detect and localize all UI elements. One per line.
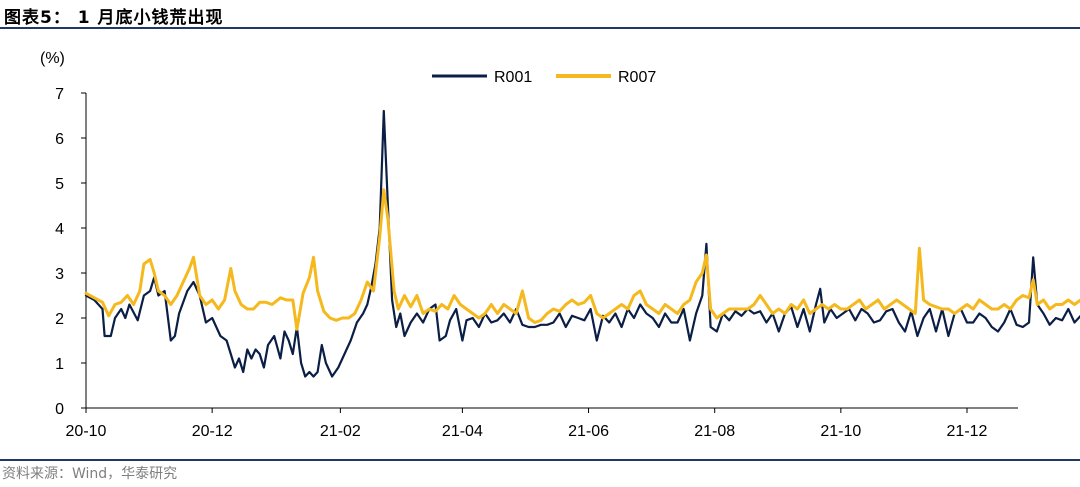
figure-title: 图表5： 1 月底小钱荒出现 bbox=[4, 8, 224, 28]
legend-label-r001: R001 bbox=[494, 69, 532, 86]
y-tick-label: 6 bbox=[55, 131, 64, 148]
series-line-r001 bbox=[84, 109, 1080, 378]
series-line-r007 bbox=[84, 188, 1080, 331]
x-tick-label: 21-06 bbox=[568, 423, 609, 440]
source-note: 资料来源：Wind，华泰研究 bbox=[2, 466, 178, 482]
y-tick-label: 0 bbox=[55, 401, 64, 418]
x-tick-label: 20-10 bbox=[66, 423, 107, 440]
x-tick-label: 21-02 bbox=[320, 423, 361, 440]
x-tick-label: 21-10 bbox=[820, 423, 861, 440]
y-tick-label: 3 bbox=[55, 266, 64, 283]
x-tick-label: 20-12 bbox=[192, 423, 233, 440]
y-tick-label: 7 bbox=[55, 86, 64, 103]
y-tick-label: 1 bbox=[55, 356, 64, 373]
y-tick-label: 2 bbox=[55, 311, 64, 328]
unit-label: (%) bbox=[40, 50, 65, 67]
series-layer bbox=[84, 109, 1080, 378]
source-rule bbox=[0, 459, 1080, 461]
chart-legend: R001 R007 bbox=[432, 69, 656, 86]
legend-label-r007: R007 bbox=[618, 69, 656, 86]
x-tick-label: 21-12 bbox=[947, 423, 988, 440]
y-tick-label: 5 bbox=[55, 176, 64, 193]
x-tick-label: 21-08 bbox=[694, 423, 735, 440]
title-rule bbox=[0, 27, 1080, 29]
axes: 0 1 2 3 4 5 6 7 20-10 20-12 21-02 21-04 21-06 21-08 21… bbox=[55, 86, 1018, 440]
x-tick-label: 21-04 bbox=[442, 423, 483, 440]
y-tick-label: 4 bbox=[55, 221, 64, 238]
